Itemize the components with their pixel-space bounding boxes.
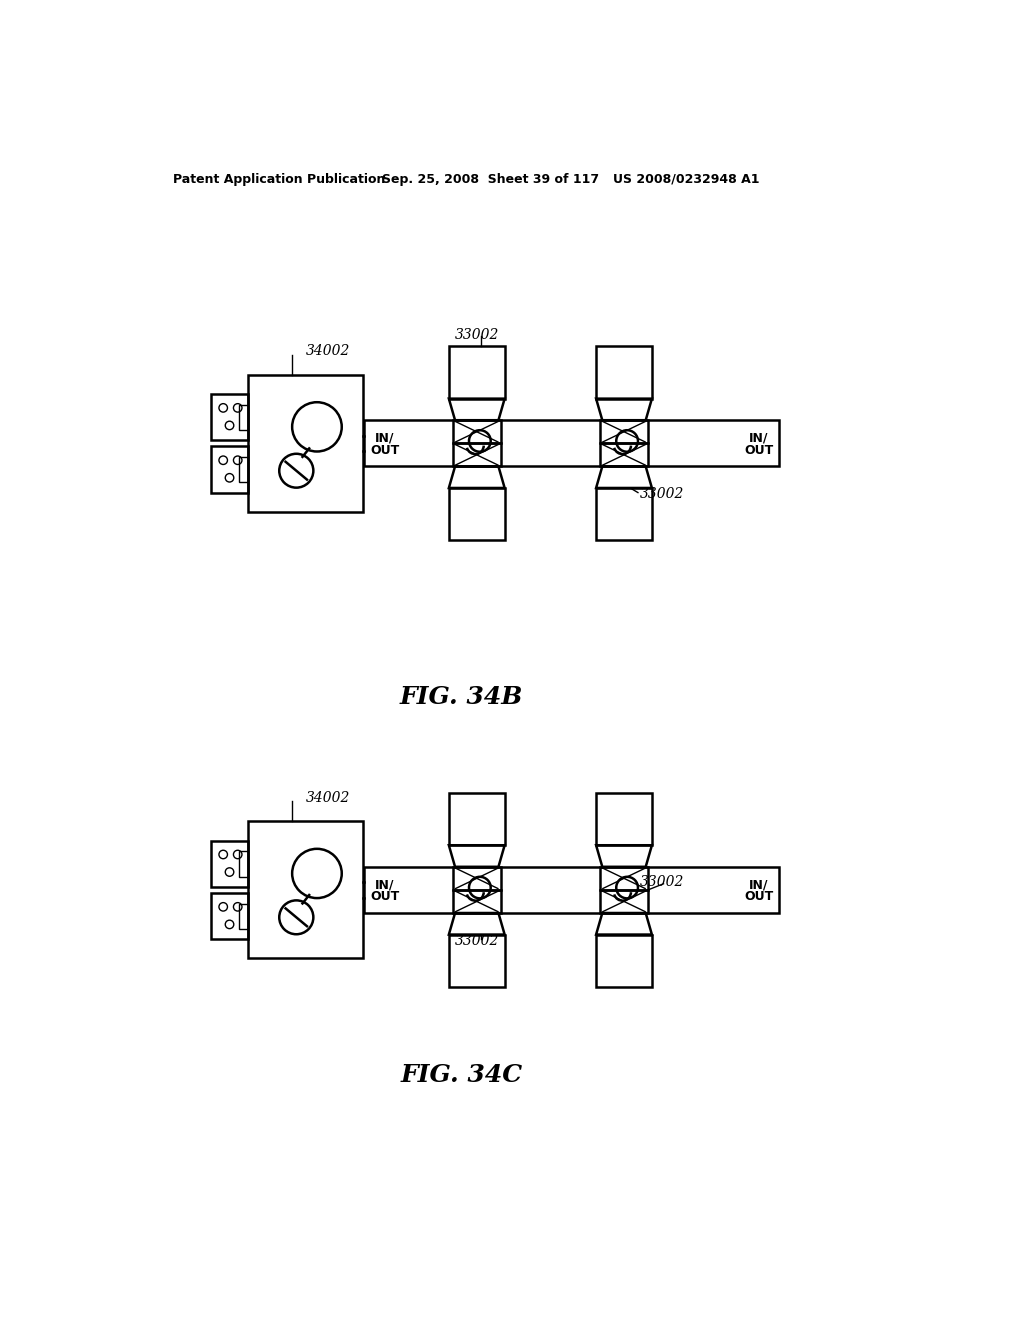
Bar [211,393,248,441]
Text: FIG. 34C: FIG. 34C [400,1063,522,1086]
Bar [596,935,652,987]
Text: US 2008/0232948 A1: US 2008/0232948 A1 [612,173,759,186]
Text: Sep. 25, 2008  Sheet 39 of 117: Sep. 25, 2008 Sheet 39 of 117 [382,173,599,186]
Bar [600,444,648,466]
Bar [449,346,505,399]
Bar [239,851,248,876]
Text: IN/: IN/ [375,432,394,445]
Bar [596,488,652,540]
Text: 33002: 33002 [455,327,500,342]
Text: IN/: IN/ [750,432,769,445]
Text: 33002: 33002 [455,933,500,948]
Bar [365,867,779,913]
Text: IN/: IN/ [375,878,394,891]
Bar [449,793,505,845]
Bar [449,935,505,987]
Bar [239,457,248,482]
Text: 33002: 33002 [640,875,684,890]
Bar [211,841,248,887]
Bar [600,867,648,890]
Text: OUT: OUT [370,890,399,903]
Bar [211,894,248,940]
Text: 33002: 33002 [640,487,684,502]
Bar [596,793,652,845]
Bar [596,346,652,399]
Bar [453,890,501,913]
Bar [600,420,648,444]
Bar [248,821,362,958]
Text: FIG. 34B: FIG. 34B [399,685,523,709]
Bar [239,904,248,929]
Bar [211,446,248,492]
Bar [248,375,362,512]
Bar [600,890,648,913]
Bar [453,444,501,466]
Text: 34002: 34002 [305,345,350,358]
Text: OUT: OUT [744,890,773,903]
Text: IN/: IN/ [750,878,769,891]
Bar [449,488,505,540]
Text: OUT: OUT [370,444,399,457]
Text: OUT: OUT [744,444,773,457]
Text: 34002: 34002 [305,791,350,804]
Bar [453,420,501,444]
Bar [365,420,779,466]
Bar [453,867,501,890]
Bar [239,405,248,430]
Text: Patent Application Publication: Patent Application Publication [173,173,385,186]
